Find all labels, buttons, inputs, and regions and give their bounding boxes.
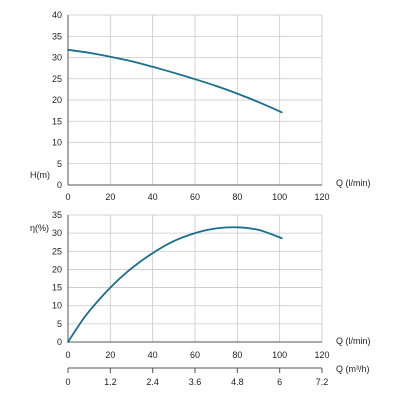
x-axis-label: Q (l/min) (336, 178, 371, 188)
y-tick-label: 20 (52, 95, 62, 105)
secondary-x-tick-label: 6 (277, 377, 282, 387)
y-axis-label: η(%) (30, 223, 49, 233)
y-tick-label: 20 (52, 264, 62, 274)
secondary-x-tick-label: 2.4 (146, 377, 159, 387)
secondary-x-tick-label: 4.8 (231, 377, 244, 387)
y-axis-label: H(m) (30, 170, 50, 180)
x-tick-label: 120 (314, 350, 329, 360)
series-line-0 (67, 48, 283, 114)
secondary-x-tick-label: 0 (65, 377, 70, 387)
y-tick-label: 30 (52, 53, 62, 63)
y-tick-label: 25 (52, 246, 62, 256)
chart-panel-0: 0 20 40 60 80 100 120 0 5 10 15 20 25 30 35 40 H(m) Q (l/… (30, 10, 371, 202)
x-tick-label: 40 (148, 192, 158, 202)
y-tick-label: 25 (52, 74, 62, 84)
y-tick-label: 10 (52, 138, 62, 148)
x-tick-label: 80 (232, 192, 242, 202)
x-tick-label: 100 (272, 192, 287, 202)
y-tick-label: 0 (57, 180, 62, 190)
y-tick-label: 35 (52, 210, 62, 220)
y-tick-label: 5 (57, 319, 62, 329)
x-axis-label: Q (l/min) (336, 336, 371, 346)
x-tick-label: 0 (65, 192, 70, 202)
x-tick-label: 100 (272, 350, 287, 360)
y-tick-label: 0 (57, 337, 62, 347)
x-tick-label: 20 (105, 350, 115, 360)
series-line-0 (67, 226, 283, 343)
y-tick-label: 15 (52, 116, 62, 126)
y-tick-label: 5 (57, 159, 62, 169)
secondary-x-tick-label: 7.2 (316, 377, 329, 387)
secondary-x-tick-label: 3.6 (189, 377, 202, 387)
x-tick-label: 80 (232, 350, 242, 360)
y-tick-label: 15 (52, 283, 62, 293)
y-tick-label: 10 (52, 301, 62, 311)
x-tick-label: 60 (190, 350, 200, 360)
y-tick-label: 30 (52, 228, 62, 238)
secondary-x-axis-label: Q (m³/h) (336, 364, 370, 374)
y-tick-label: 35 (52, 31, 62, 41)
x-tick-label: 40 (148, 350, 158, 360)
y-tick-label: 40 (52, 10, 62, 20)
x-tick-label: 120 (314, 192, 329, 202)
secondary-x-tick-label: 1.2 (104, 377, 117, 387)
x-tick-label: 0 (65, 350, 70, 360)
x-tick-label: 60 (190, 192, 200, 202)
x-tick-label: 20 (105, 192, 115, 202)
